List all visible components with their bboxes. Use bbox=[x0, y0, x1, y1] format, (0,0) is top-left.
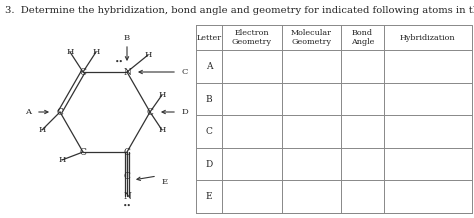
Text: H: H bbox=[66, 48, 73, 56]
Text: D: D bbox=[182, 108, 188, 116]
Text: C: C bbox=[80, 68, 86, 77]
Text: N: N bbox=[123, 191, 131, 201]
Text: Electron
Geometry: Electron Geometry bbox=[232, 29, 272, 46]
Text: H: H bbox=[144, 51, 152, 59]
Text: ••: •• bbox=[115, 58, 124, 66]
Text: E: E bbox=[162, 178, 168, 186]
Text: A: A bbox=[25, 108, 31, 116]
Text: Molecular
Geometry: Molecular Geometry bbox=[291, 29, 332, 46]
Text: ••: •• bbox=[122, 202, 131, 210]
Text: H: H bbox=[158, 91, 166, 99]
Text: H: H bbox=[158, 126, 166, 134]
Text: H: H bbox=[38, 126, 46, 134]
Text: C: C bbox=[56, 107, 64, 116]
Text: Hybridization: Hybridization bbox=[400, 34, 456, 42]
Text: B: B bbox=[124, 34, 130, 42]
Text: Letter: Letter bbox=[197, 34, 222, 42]
Text: B: B bbox=[206, 95, 212, 104]
Text: C: C bbox=[124, 172, 130, 181]
Text: A: A bbox=[206, 62, 212, 71]
Text: E: E bbox=[206, 192, 212, 201]
Text: C: C bbox=[182, 68, 188, 76]
Text: D: D bbox=[206, 160, 213, 169]
Text: Bond
Angle: Bond Angle bbox=[351, 29, 374, 46]
Text: C: C bbox=[80, 148, 86, 157]
Text: N: N bbox=[123, 68, 131, 77]
Text: 3.  Determine the hybridization, bond angle and geometry for indicated following: 3. Determine the hybridization, bond ang… bbox=[5, 6, 474, 15]
Text: H: H bbox=[92, 48, 100, 56]
Text: C: C bbox=[124, 148, 130, 157]
Text: C: C bbox=[146, 107, 154, 116]
Text: H: H bbox=[58, 156, 66, 164]
Text: C: C bbox=[206, 127, 212, 136]
